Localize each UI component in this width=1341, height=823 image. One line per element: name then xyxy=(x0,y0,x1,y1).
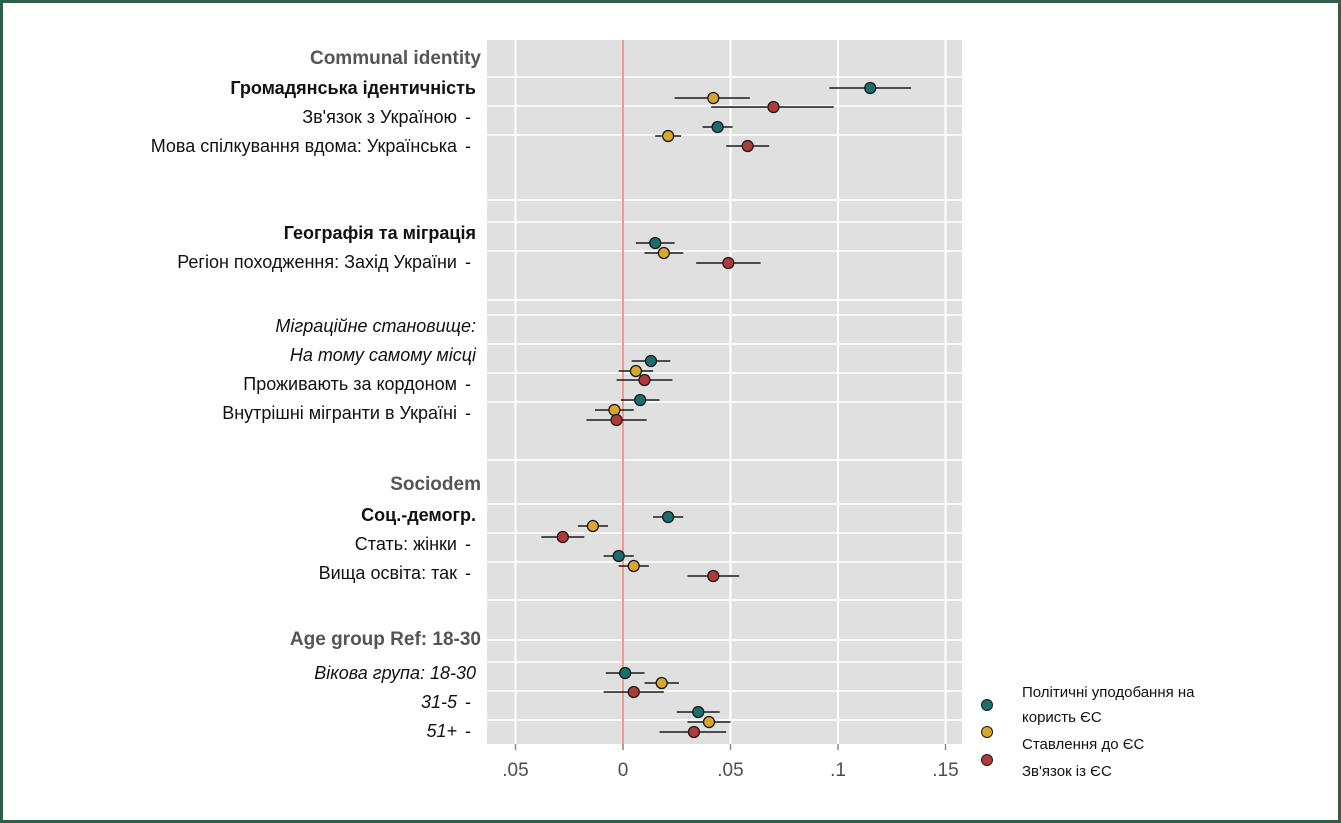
data-point xyxy=(627,559,640,573)
row-label: Зв'язок з Україною xyxy=(302,107,457,127)
data-point xyxy=(627,685,640,699)
row-label-dash: - xyxy=(465,252,471,272)
data-point xyxy=(662,129,675,143)
row-label: 51+ xyxy=(426,721,457,741)
row-label: Міграційне становище: xyxy=(275,316,476,336)
data-point xyxy=(655,676,668,690)
row-label: На тому самому місці xyxy=(290,345,477,365)
legend-marker xyxy=(981,754,993,766)
row-label: Вища освіта: так xyxy=(319,563,458,583)
row-label-dash: - xyxy=(465,563,471,583)
row-label: Внутрішні мігранти в Україні xyxy=(222,403,457,423)
data-point xyxy=(586,519,600,533)
row-label: Соц.-демогр. xyxy=(361,505,476,525)
x-tick-label: .15 xyxy=(932,760,958,781)
legend-label: Ставлення до ЄС xyxy=(1022,736,1144,753)
row-label-dash: - xyxy=(465,534,471,554)
data-point xyxy=(629,364,643,378)
legend-label: Зв'язок із ЄС xyxy=(1022,763,1112,780)
x-tick-label: 0 xyxy=(618,760,629,781)
data-point xyxy=(556,530,569,544)
data-point xyxy=(711,120,724,134)
data-point xyxy=(634,393,647,407)
legend-marker xyxy=(981,726,993,738)
row-label-dash: - xyxy=(465,403,471,423)
data-point xyxy=(741,139,754,153)
data-point xyxy=(612,549,625,563)
x-tick-label: .1 xyxy=(830,760,846,781)
x-tick-label: .05 xyxy=(717,760,743,781)
data-point xyxy=(662,510,675,524)
row-label-dash: - xyxy=(465,107,471,127)
legend-label: Політичні уподобання на xyxy=(1022,684,1195,701)
data-point xyxy=(638,373,651,387)
row-label-dash: - xyxy=(465,721,471,741)
row-label: 31-5 xyxy=(421,692,458,712)
data-point xyxy=(657,246,670,260)
data-point xyxy=(707,569,720,583)
ghost-group-label: Communal identity xyxy=(310,48,481,69)
legend-label: користь ЄС xyxy=(1022,709,1102,726)
x-tick-label: .05 xyxy=(502,760,528,781)
row-label-dash: - xyxy=(465,136,471,156)
row-label-dash: - xyxy=(465,692,471,712)
row-label: Вікова група: 18-30 xyxy=(314,663,476,683)
row-label: Громадянська ідентичність xyxy=(230,78,476,98)
row-label: Географія та міграція xyxy=(284,223,476,243)
data-point xyxy=(610,413,623,427)
data-point xyxy=(649,236,662,250)
legend-marker xyxy=(981,699,993,711)
row-label: Регіон походження: Захід України xyxy=(177,252,457,272)
ghost-group-label: Age group Ref: 18-30 xyxy=(290,629,481,650)
row-label: Проживають за кордоном xyxy=(243,374,457,394)
row-label: Мова спілкування вдома: Українська xyxy=(151,136,458,156)
data-point xyxy=(644,354,658,368)
row-label: Стать: жінки xyxy=(355,534,457,554)
ghost-group-label: Sociodem xyxy=(390,474,481,495)
data-point xyxy=(722,256,735,270)
data-point xyxy=(687,725,701,739)
plot-panel xyxy=(487,40,962,744)
data-point xyxy=(767,100,780,114)
data-point xyxy=(619,666,632,680)
data-point xyxy=(702,715,716,729)
data-point xyxy=(864,81,877,95)
data-point xyxy=(707,91,720,105)
data-point xyxy=(692,705,705,719)
data-point xyxy=(608,403,621,417)
row-label-dash: - xyxy=(465,374,471,394)
